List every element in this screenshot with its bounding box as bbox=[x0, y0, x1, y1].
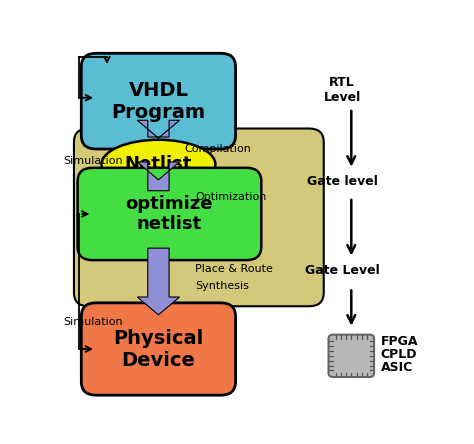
FancyBboxPatch shape bbox=[78, 168, 261, 260]
Polygon shape bbox=[137, 248, 180, 315]
Text: Gate Level: Gate Level bbox=[305, 264, 380, 277]
Text: Gate level: Gate level bbox=[307, 174, 378, 188]
FancyBboxPatch shape bbox=[82, 303, 236, 395]
Text: Simulation: Simulation bbox=[63, 317, 123, 327]
Text: ASIC: ASIC bbox=[381, 361, 413, 374]
Text: RTL
Level: RTL Level bbox=[323, 75, 361, 103]
Text: optimize
netlist: optimize netlist bbox=[126, 194, 213, 234]
Text: FPGA: FPGA bbox=[381, 335, 418, 349]
Text: CPLD: CPLD bbox=[381, 349, 417, 361]
Text: Netlist: Netlist bbox=[125, 155, 192, 174]
Text: Place & Route: Place & Route bbox=[195, 264, 273, 274]
Text: Optimization: Optimization bbox=[195, 192, 266, 202]
Polygon shape bbox=[137, 120, 180, 138]
FancyBboxPatch shape bbox=[74, 128, 324, 306]
FancyBboxPatch shape bbox=[82, 53, 236, 149]
Text: Compilation: Compilation bbox=[184, 144, 251, 154]
Text: Synthesis: Synthesis bbox=[195, 281, 249, 291]
Ellipse shape bbox=[101, 140, 215, 189]
FancyBboxPatch shape bbox=[328, 335, 374, 377]
Text: Physical
Device: Physical Device bbox=[113, 329, 203, 369]
Polygon shape bbox=[137, 162, 180, 191]
Text: VHDL
Program: VHDL Program bbox=[111, 81, 206, 122]
Text: Simulation: Simulation bbox=[63, 156, 123, 166]
